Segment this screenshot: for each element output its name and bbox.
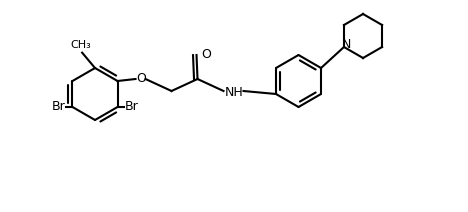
- Text: Br: Br: [52, 100, 66, 113]
- Text: N: N: [341, 39, 351, 52]
- Text: CH₃: CH₃: [71, 40, 92, 50]
- Text: O: O: [137, 71, 146, 85]
- Text: O: O: [202, 47, 212, 60]
- Text: NH: NH: [225, 85, 243, 99]
- Text: Br: Br: [124, 100, 138, 113]
